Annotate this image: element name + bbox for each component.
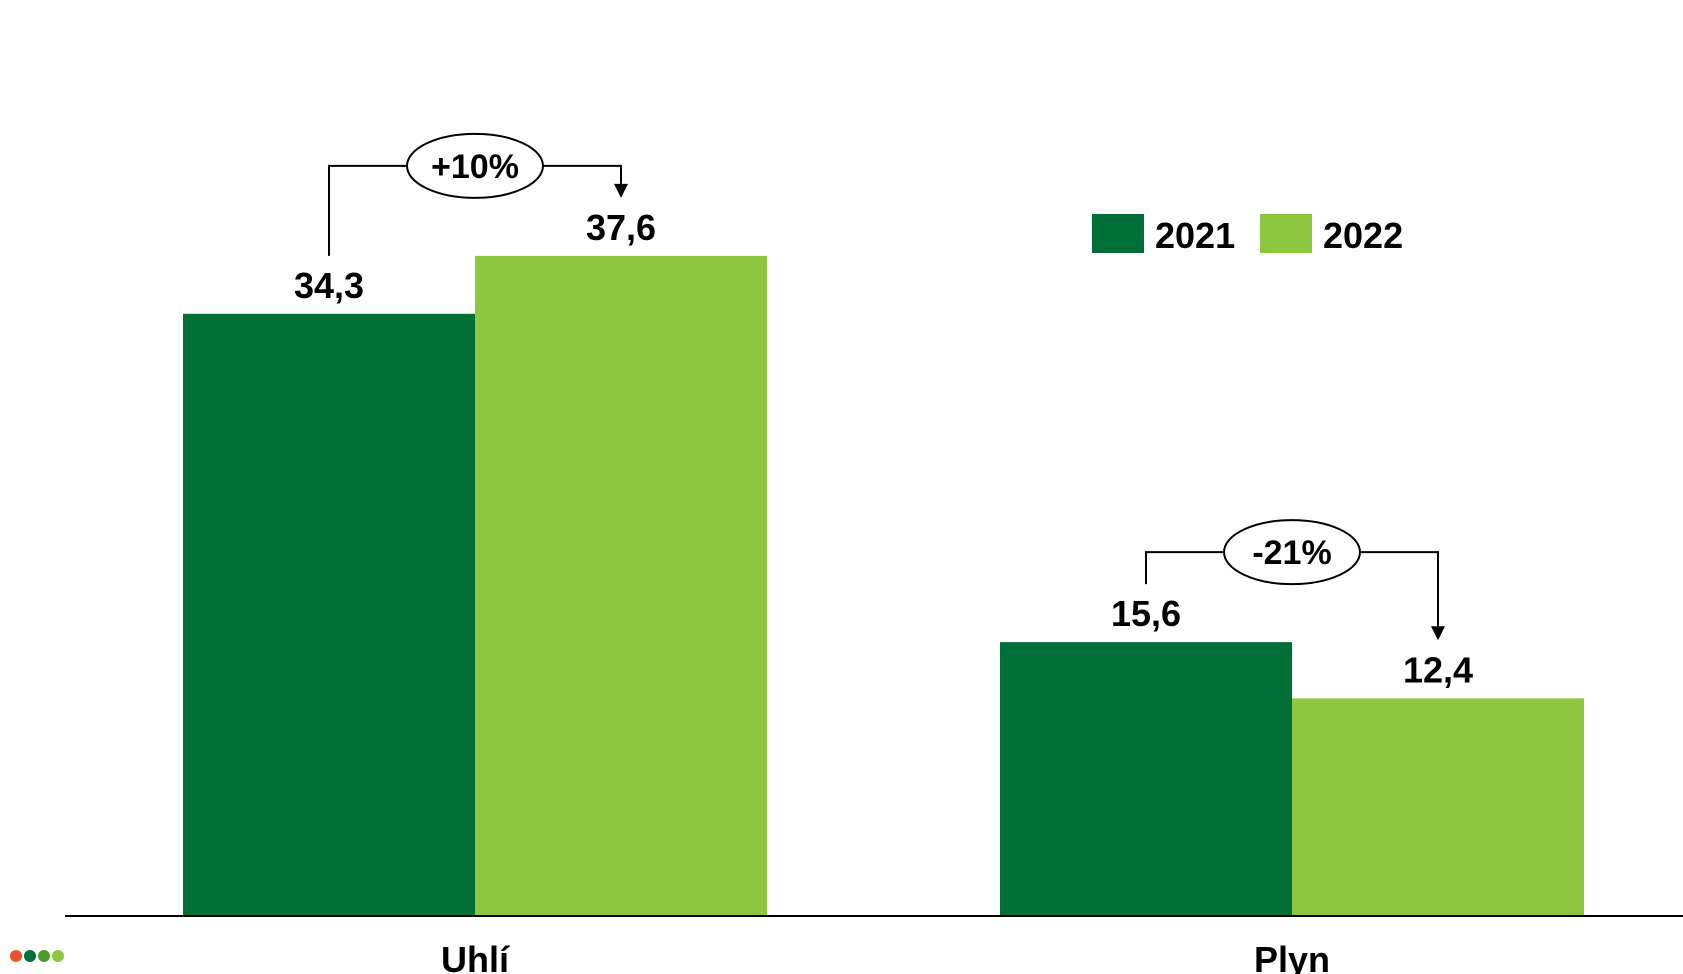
category-label-uhli: Uhlí — [441, 939, 510, 974]
legend-label-2022: 2022 — [1323, 215, 1403, 256]
bar-uhli-2022 — [475, 255, 767, 916]
category-label-plyn: Plyn — [1254, 939, 1330, 974]
data-label-uhli-2021: 34,3 — [294, 265, 364, 306]
data-label-plyn-2021: 15,6 — [1111, 593, 1181, 634]
four-colored-dots-icon — [10, 950, 64, 962]
x-axis-category-labels: Uhlí Plyn — [441, 939, 1330, 974]
change-percent-label: -21% — [1252, 534, 1331, 572]
dot-4 — [52, 950, 64, 962]
change-badge-oval — [1223, 519, 1361, 586]
bar-labels-layer: 34,3 37,6 15,6 12,4 — [294, 207, 1473, 690]
legend-item-2022: 2022 — [1260, 214, 1403, 256]
data-label-plyn-2022: 12,4 — [1403, 649, 1473, 690]
bar-uhli-2021 — [183, 313, 475, 916]
data-label-uhli-2022: 37,6 — [586, 207, 656, 248]
dot-1 — [10, 950, 22, 962]
change-annotation-uhli: +10% — [328, 132, 628, 256]
bar-plyn-2022 — [1292, 698, 1584, 916]
legend: 2021 2022 — [1092, 214, 1403, 256]
dot-3 — [38, 950, 50, 962]
bars-layer — [183, 255, 1584, 916]
change-percent-label: +10% — [431, 148, 519, 186]
arrow-down-icon — [614, 183, 628, 198]
dot-2 — [24, 950, 36, 962]
legend-swatch-2021 — [1092, 214, 1144, 253]
legend-item-2021: 2021 — [1092, 214, 1235, 256]
change-annotations: +10% -21% — [328, 132, 1445, 641]
change-badge-oval — [406, 132, 544, 199]
legend-label-2021: 2021 — [1155, 215, 1235, 256]
change-annotation-plyn: -21% — [1145, 519, 1445, 641]
arrow-down-icon — [1431, 626, 1445, 641]
legend-swatch-2022 — [1260, 214, 1312, 253]
bar-plyn-2021 — [1000, 642, 1292, 916]
